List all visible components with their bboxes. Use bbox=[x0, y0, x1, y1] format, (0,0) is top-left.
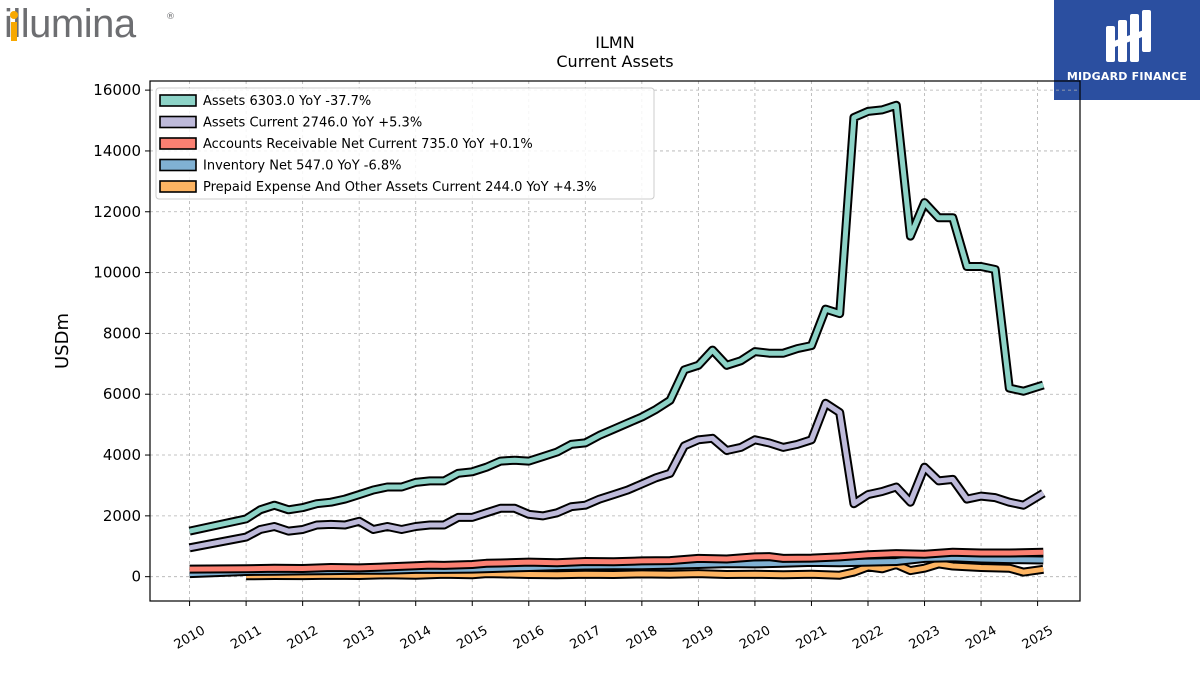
legend-entry: Assets Current 2746.0 YoY +5.3% bbox=[203, 116, 422, 131]
x-tick-label: 2021 bbox=[794, 623, 830, 653]
x-tick-label: 2017 bbox=[567, 623, 603, 653]
legend-swatch bbox=[159, 115, 197, 129]
legend-swatch bbox=[159, 180, 197, 193]
midgard-finance-logo: MIDGARD FINANCE bbox=[1054, 0, 1200, 100]
y-tick-label: 4000 bbox=[103, 446, 141, 464]
x-tick-label: 2012 bbox=[285, 623, 321, 653]
x-tick-label: 2016 bbox=[511, 623, 547, 653]
legend-box bbox=[155, 87, 655, 200]
series-line bbox=[189, 102, 1045, 534]
logo-i-stem bbox=[11, 22, 17, 41]
y-tick-label: 2000 bbox=[103, 507, 141, 525]
legend-entry: Accounts Receivable Net Current 735.0 Yo… bbox=[203, 137, 533, 152]
x-tick-label: 2014 bbox=[398, 623, 434, 653]
series-line bbox=[189, 549, 1044, 572]
y-axis: 0 2000 4000 6000 8000 10000 12000 14000 16000 bbox=[93, 81, 150, 586]
y-tick-label: 6000 bbox=[103, 385, 141, 403]
logo-wordmark: illumina bbox=[4, 2, 136, 46]
x-tick-label: 2025 bbox=[1020, 623, 1056, 653]
legend-swatch bbox=[159, 158, 197, 172]
logo-registered-mark: ® bbox=[166, 12, 175, 22]
x-tick-label: 2024 bbox=[963, 623, 999, 653]
plot-frame bbox=[149, 80, 1081, 602]
legend-entry: Prepaid Expense And Other Assets Current… bbox=[203, 180, 597, 195]
y-axis-label: USDm bbox=[52, 313, 73, 369]
x-tick-label: 2019 bbox=[681, 623, 717, 653]
legend-entry: Inventory Net 547.0 YoY -6.8% bbox=[203, 159, 402, 174]
y-tick-label: 16000 bbox=[93, 81, 141, 99]
chart-title: ILMN bbox=[595, 33, 634, 52]
x-tick-label: 2023 bbox=[907, 623, 943, 653]
brand-name: MIDGARD FINANCE bbox=[1066, 70, 1188, 83]
y-tick-label: 12000 bbox=[93, 203, 141, 221]
x-tick-label: 2015 bbox=[454, 623, 490, 653]
illumina-logo: illumina ® bbox=[4, 2, 175, 46]
midgard-emblem-icon bbox=[1106, 10, 1151, 62]
y-tick-label: 10000 bbox=[93, 264, 141, 282]
logo-i-dot bbox=[10, 11, 18, 19]
x-axis: 2010 2011 2012 2013 2014 2015 2016 2017 2018 2019… bbox=[172, 601, 1056, 653]
y-tick-label: 14000 bbox=[93, 142, 141, 160]
x-tick-label: 2018 bbox=[624, 623, 660, 653]
legend: Assets 6303.0 YoY -37.7% Assets Current 2… bbox=[155, 87, 655, 200]
x-tick-label: 2011 bbox=[228, 623, 264, 653]
x-tick-label: 2022 bbox=[850, 623, 886, 653]
series-lines bbox=[188, 100, 1046, 581]
legend-entry: Assets 6303.0 YoY -37.7% bbox=[203, 94, 371, 109]
y-tick-label: 8000 bbox=[103, 324, 141, 342]
x-tick-label: 2010 bbox=[172, 623, 208, 653]
legend-swatch bbox=[159, 137, 197, 150]
y-tick-label: 0 bbox=[131, 568, 141, 586]
x-tick-label: 2013 bbox=[341, 623, 377, 653]
chart-subtitle: Current Assets bbox=[556, 52, 673, 71]
legend-swatch bbox=[159, 94, 197, 107]
x-tick-label: 2020 bbox=[737, 623, 773, 653]
series-line bbox=[189, 400, 1045, 551]
series-line bbox=[246, 561, 1044, 579]
